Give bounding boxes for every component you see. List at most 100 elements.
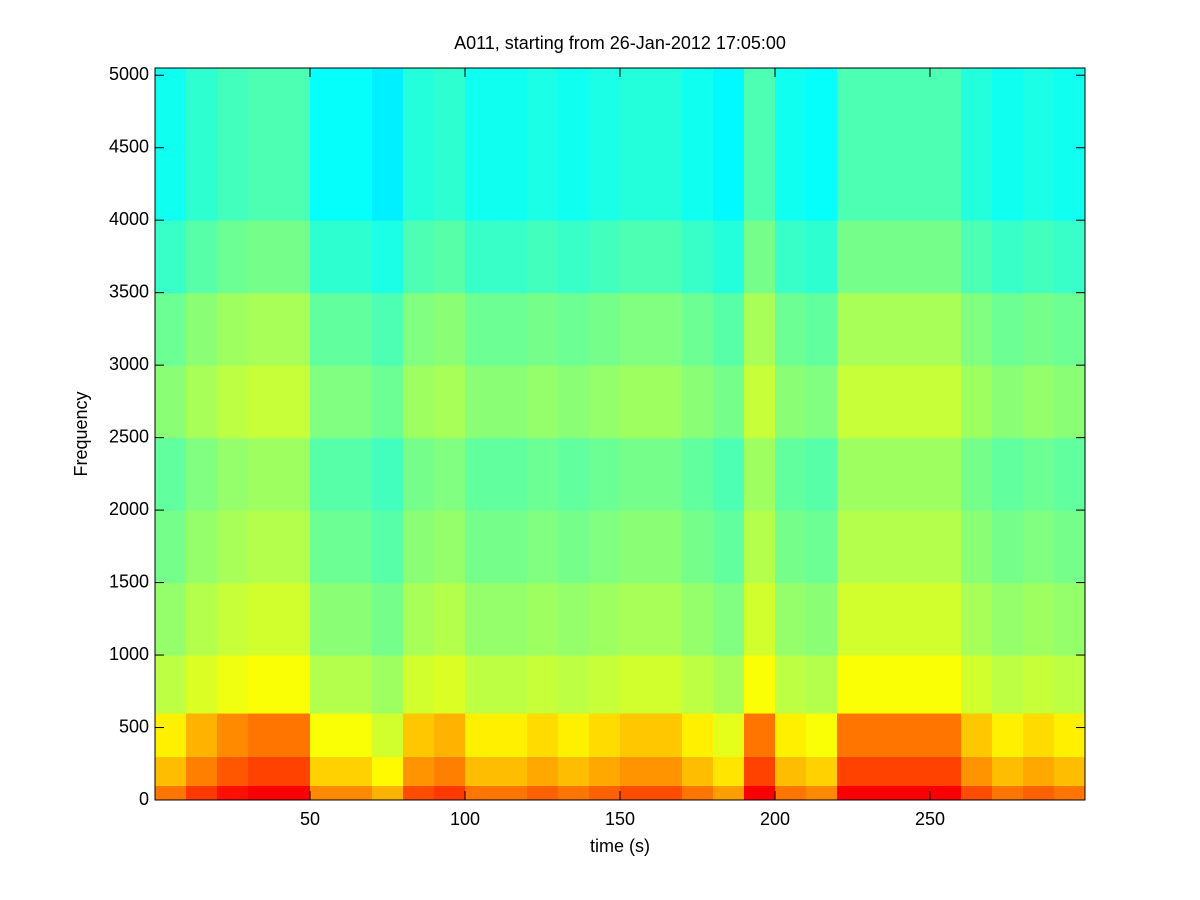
heatmap-cell <box>620 655 652 714</box>
heatmap-cell <box>775 292 807 366</box>
x-tick-label: 50 <box>300 809 320 829</box>
heatmap-cell <box>341 68 373 221</box>
heatmap-cell <box>496 582 528 656</box>
heatmap-cell <box>589 713 621 758</box>
heatmap-cell <box>217 437 249 511</box>
heatmap-cell <box>992 437 1024 511</box>
heatmap-cell <box>248 220 280 294</box>
heatmap-cell <box>341 713 373 758</box>
heatmap-cell <box>527 785 559 801</box>
heatmap-cell <box>341 365 373 439</box>
heatmap-cell <box>806 713 838 758</box>
heatmap-cell <box>465 292 497 366</box>
heatmap-cell <box>868 292 900 366</box>
heatmap-cell <box>434 292 466 366</box>
y-tick-label: 4000 <box>109 209 149 229</box>
heatmap-cell <box>682 785 714 801</box>
heatmap-cell <box>1023 365 1055 439</box>
heatmap-cell <box>434 437 466 511</box>
heatmap-cell <box>310 437 342 511</box>
heatmap-cell <box>682 365 714 439</box>
heatmap-cell <box>806 365 838 439</box>
heatmap-cell <box>279 582 311 656</box>
heatmap-cell <box>961 785 993 801</box>
heatmap-cell <box>217 713 249 758</box>
heatmap-cell <box>744 582 776 656</box>
heatmap-cell <box>465 655 497 714</box>
heatmap-cell <box>558 510 590 584</box>
heatmap-cell <box>279 655 311 714</box>
heatmap-cell <box>248 510 280 584</box>
heatmap-cell <box>961 437 993 511</box>
heatmap-cell <box>496 655 528 714</box>
heatmap-cell <box>558 68 590 221</box>
heatmap-cell <box>744 292 776 366</box>
heatmap-cell <box>527 68 559 221</box>
heatmap-cell <box>589 437 621 511</box>
heatmap-cell <box>372 437 404 511</box>
heatmap-cell <box>310 68 342 221</box>
heatmap-cell <box>1023 713 1055 758</box>
heatmap-cell <box>651 220 683 294</box>
heatmap-cell <box>248 437 280 511</box>
heatmap-cell <box>527 713 559 758</box>
heatmap-cell <box>930 713 962 758</box>
heatmap-cell <box>527 437 559 511</box>
heatmap-cell <box>806 437 838 511</box>
heatmap-cell <box>465 713 497 758</box>
heatmap-cell <box>248 785 280 801</box>
heatmap-cell <box>868 220 900 294</box>
heatmap-cell <box>155 756 187 787</box>
heatmap-cell <box>434 655 466 714</box>
heatmap-cell <box>1023 220 1055 294</box>
heatmap-cell <box>620 292 652 366</box>
heatmap-cell <box>651 582 683 656</box>
heatmap-cell <box>899 68 931 221</box>
heatmap-cell <box>527 510 559 584</box>
heatmap-cell <box>620 365 652 439</box>
heatmap-cell <box>899 655 931 714</box>
heatmap-cell <box>403 713 435 758</box>
heatmap-cell <box>434 756 466 787</box>
heatmap-cell <box>155 713 187 758</box>
heatmap-cell <box>961 582 993 656</box>
heatmap-cell <box>465 68 497 221</box>
heatmap-cell <box>713 220 745 294</box>
heatmap-cell <box>186 510 218 584</box>
heatmap-cell <box>682 713 714 758</box>
heatmap-cell <box>372 510 404 584</box>
heatmap-cell <box>1054 785 1086 801</box>
heatmap-cell <box>403 756 435 787</box>
heatmap-cell <box>496 785 528 801</box>
heatmap-cell <box>961 756 993 787</box>
heatmap-cell <box>589 655 621 714</box>
heatmap-cell <box>930 510 962 584</box>
heatmap-cell <box>527 655 559 714</box>
heatmap-cell <box>806 785 838 801</box>
heatmap-cell <box>682 582 714 656</box>
heatmap-cell <box>310 582 342 656</box>
heatmap-cell <box>682 437 714 511</box>
heatmap-cell <box>558 785 590 801</box>
heatmap-cell <box>558 292 590 366</box>
heatmap-cell <box>651 292 683 366</box>
heatmap-cell <box>682 510 714 584</box>
heatmap-cell <box>837 292 869 366</box>
heatmap-cell <box>930 582 962 656</box>
heatmap-cell <box>279 756 311 787</box>
heatmap-cell <box>465 437 497 511</box>
heatmap-cell <box>961 220 993 294</box>
heatmap-cell <box>713 655 745 714</box>
heatmap-cell <box>930 785 962 801</box>
heatmap-cell <box>403 582 435 656</box>
heatmap-cell <box>465 365 497 439</box>
heatmap-cell <box>248 68 280 221</box>
heatmap-cell <box>217 756 249 787</box>
heatmap-cell <box>248 292 280 366</box>
heatmap-cell <box>372 68 404 221</box>
heatmap-cell <box>589 756 621 787</box>
heatmap-cell <box>310 655 342 714</box>
heatmap-cell <box>1054 655 1086 714</box>
heatmap-cell <box>186 437 218 511</box>
